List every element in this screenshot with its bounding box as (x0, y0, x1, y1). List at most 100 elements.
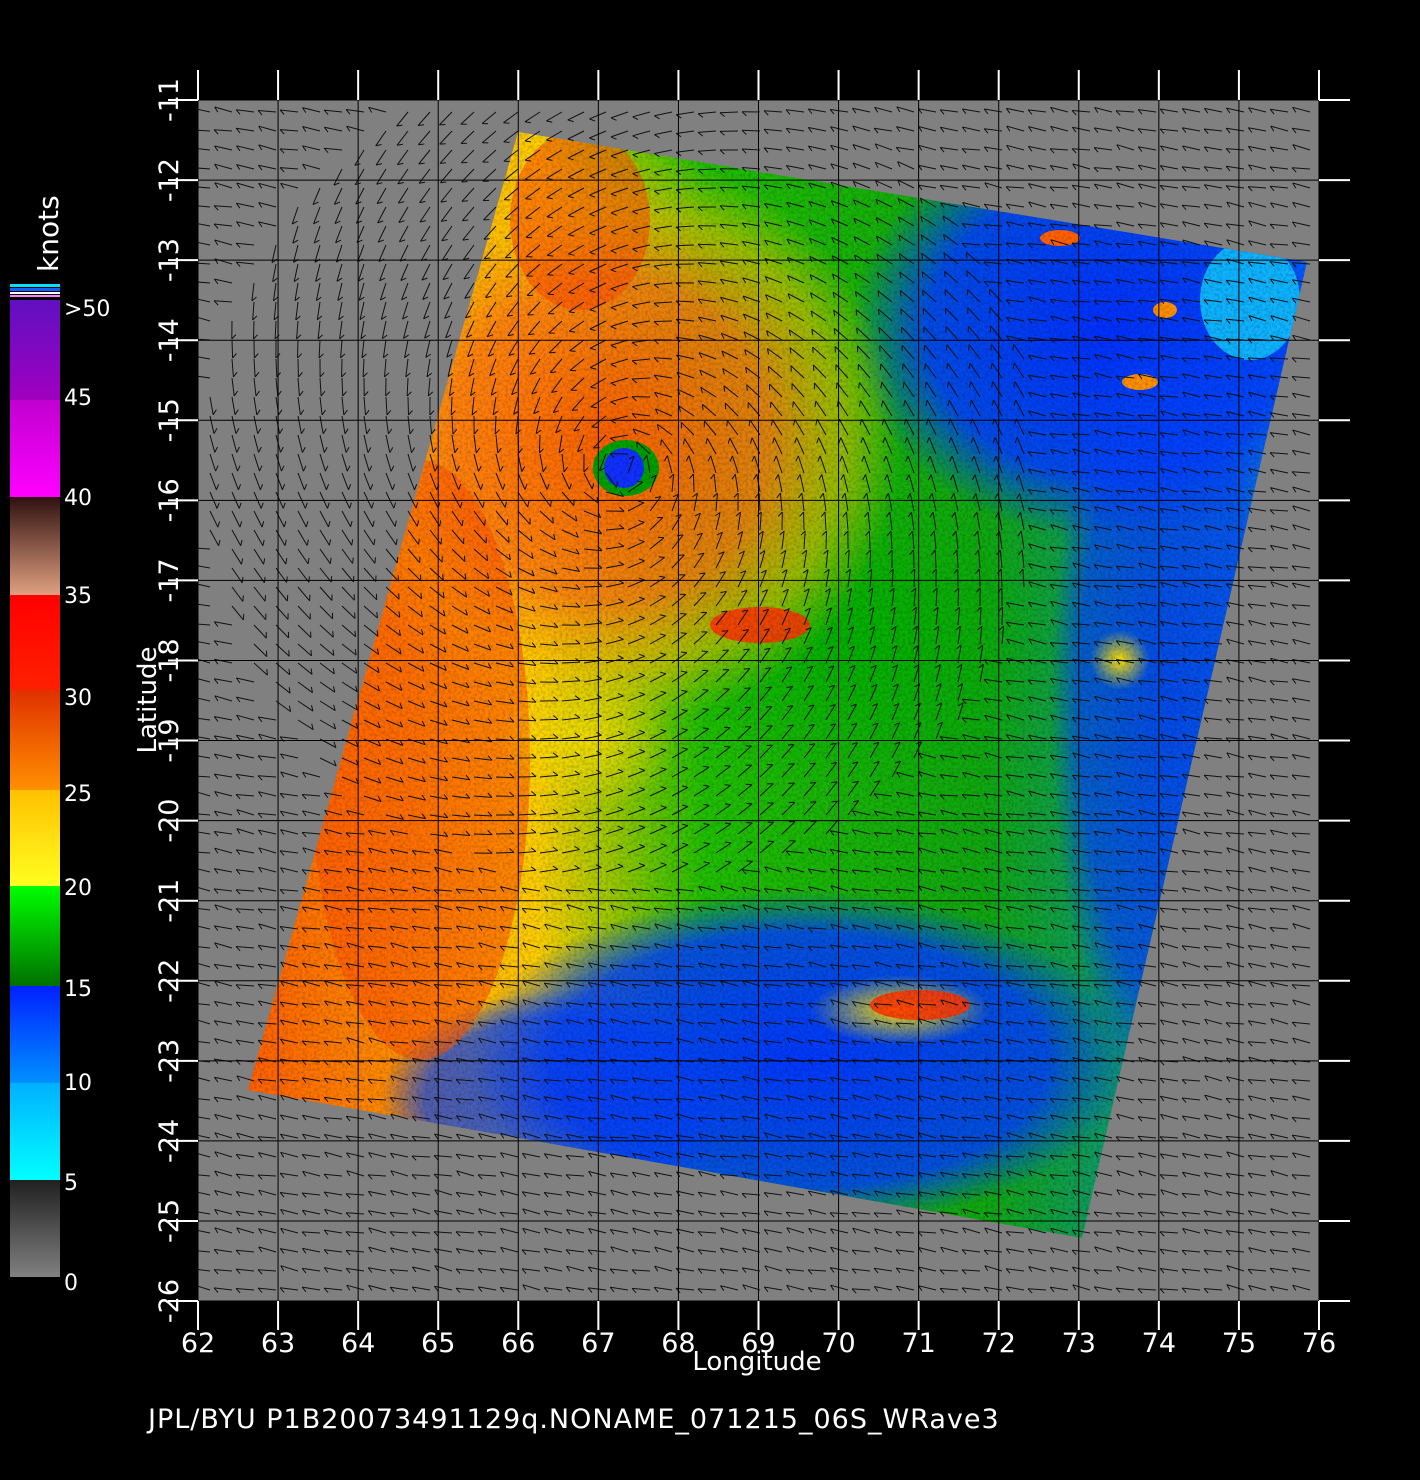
wind-barb-flag (1116, 353, 1121, 360)
wind-barb-flag (280, 446, 284, 453)
wind-barb-flag (1116, 126, 1121, 132)
wind-barb (1006, 696, 1025, 702)
wind-barb-flag (1203, 812, 1209, 818)
wind-barb-flag (719, 149, 725, 155)
wind-barb (198, 167, 211, 170)
wind-barb-flag (1005, 926, 1011, 933)
wind-barb (1182, 564, 1201, 569)
wind-barb-flag (477, 888, 483, 894)
wind-barb (815, 400, 827, 417)
wind-barb (786, 982, 805, 987)
wind-barb-flag (365, 409, 370, 416)
wind-barb-flag (808, 201, 813, 207)
wind-barb (214, 678, 233, 683)
wind-barb-flag (345, 447, 350, 453)
wind-barb (1116, 182, 1135, 189)
wind-barb-flag (1181, 127, 1187, 133)
wind-barb-flag (935, 683, 942, 688)
wind-barb-flag (1203, 737, 1209, 743)
wind-barb-flag (718, 551, 725, 555)
wind-barb-flag (279, 889, 285, 895)
wind-barb (742, 277, 761, 284)
wind-barb (627, 693, 645, 702)
wind-barb (786, 127, 805, 132)
wind-barb (506, 301, 519, 317)
wind-barb (275, 358, 278, 378)
wind-barb (280, 167, 299, 170)
wind-barb (1072, 698, 1091, 702)
wind-barb-flag (966, 270, 968, 277)
wind-barb-flag (720, 333, 725, 339)
wind-barb (561, 867, 580, 873)
wind-barb (198, 565, 211, 569)
wind-barb-flag (1291, 794, 1297, 800)
wind-barb-flag (909, 549, 914, 555)
wind-barb (341, 662, 357, 674)
wind-barb-flag (894, 760, 901, 764)
wind-barb (940, 869, 959, 873)
wind-barb (1094, 907, 1113, 911)
wind-barb-flag (235, 754, 241, 760)
wind-barb-flag (499, 964, 505, 971)
wind-barb (346, 926, 365, 930)
wind-barb-flag (323, 109, 329, 115)
wind-barb (1116, 505, 1135, 512)
wind-barb-flag (1269, 108, 1275, 115)
wind-barb (363, 719, 381, 729)
wind-barb-flag (983, 1002, 989, 1008)
wind-barb (1181, 357, 1201, 360)
wind-barb (478, 925, 497, 930)
wind-barb (1028, 126, 1047, 132)
wind-barb (1050, 374, 1069, 379)
wind-barb-flag (418, 124, 425, 126)
wind-barb (852, 924, 871, 930)
wind-barb (746, 384, 761, 398)
wind-barb-flag (589, 213, 596, 217)
wind-barb-flag (854, 291, 858, 298)
wind-barb (759, 783, 774, 797)
wind-barb (876, 253, 893, 265)
wind-barb-flag (681, 804, 689, 807)
wind-barb (1182, 204, 1201, 208)
wind-barb-flag (487, 334, 494, 338)
wind-barb-flag (1138, 505, 1143, 512)
wind-barb-flag (444, 315, 451, 319)
wind-barb-flag (719, 242, 725, 248)
wind-barb (1270, 715, 1289, 721)
wind-barb (1292, 621, 1311, 626)
wind-barb-flag (751, 455, 755, 462)
wind-barb-flag (574, 713, 581, 719)
wind-barb-flag (1005, 299, 1011, 305)
wind-barb-flag (639, 729, 645, 733)
wind-barb-flag (492, 410, 499, 416)
wind-barb (657, 423, 673, 436)
wind-barb (568, 301, 585, 313)
wind-barb-flag (302, 145, 307, 152)
colorbar-band-0-5 (10, 1180, 60, 1277)
wind-barb-flag (863, 493, 868, 499)
wind-barb (561, 548, 580, 555)
wind-barb-flag (897, 161, 901, 168)
wind-barb-flag (617, 692, 624, 697)
wind-barb-flag (947, 400, 950, 407)
wind-barb-flag (1017, 530, 1022, 537)
wind-barb-flag (216, 502, 220, 509)
wind-barb-flag (891, 645, 898, 650)
wind-barb (759, 511, 762, 531)
wind-barb-flag (921, 271, 924, 278)
wind-barb (764, 239, 783, 246)
wind-barb (918, 965, 937, 968)
wind-barb (830, 163, 849, 170)
colorbar-band-25-30 (10, 690, 60, 790)
wind-barb (1159, 395, 1179, 398)
wind-barb-flag (948, 418, 951, 425)
wind-barb (546, 225, 563, 237)
wind-barb (236, 1020, 255, 1025)
wind-barb-flag (852, 810, 857, 817)
wind-barb-flag (1182, 467, 1187, 474)
wind-barb (653, 301, 673, 304)
wind-barb (950, 437, 959, 455)
wind-barb (649, 557, 665, 569)
wind-barb (1160, 108, 1179, 113)
wind-barb (847, 626, 854, 645)
